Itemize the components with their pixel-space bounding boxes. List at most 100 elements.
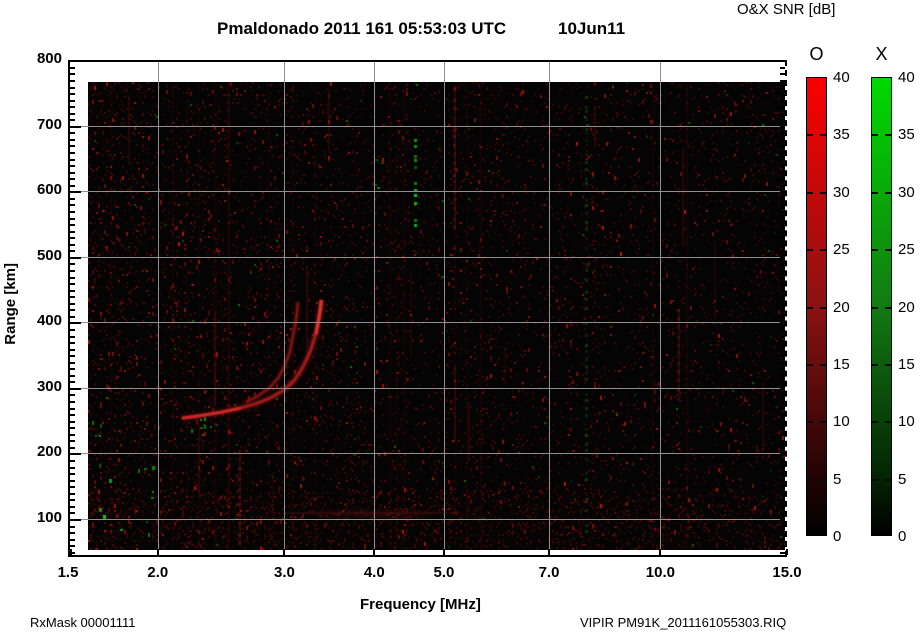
axis-tick <box>780 86 785 89</box>
axis-tick <box>780 532 785 535</box>
y-tick-label: 200 <box>36 443 62 461</box>
y-tick-label: 400 <box>36 312 62 330</box>
axis-tick <box>780 499 785 502</box>
axis-tick <box>70 492 75 495</box>
axis-tick <box>780 355 785 358</box>
axis-tick <box>70 178 75 181</box>
axis-tick <box>70 119 75 122</box>
axis-tick <box>70 237 75 240</box>
gridline-horizontal <box>70 256 785 258</box>
colorbar-tick-mark <box>807 421 826 424</box>
axis-tick <box>70 112 75 115</box>
gridline-horizontal <box>70 519 785 520</box>
axis-tick <box>70 387 81 390</box>
axis-tick <box>780 106 785 109</box>
axis-tick <box>780 551 785 554</box>
axis-tick <box>780 361 785 364</box>
axis-tick <box>70 446 75 449</box>
axis-tick <box>70 99 75 102</box>
axis-tick <box>780 243 785 246</box>
plot-frame <box>68 60 788 557</box>
axis-tick <box>70 453 81 456</box>
colorbar-tick-mark <box>807 249 826 252</box>
axis-tick <box>780 512 785 515</box>
gridline-horizontal <box>70 322 785 324</box>
axis-tick <box>780 342 785 345</box>
axis-tick <box>70 407 75 410</box>
colorbar-tick-mark <box>807 306 826 309</box>
axis-tick <box>780 119 785 122</box>
axis-tick <box>780 525 785 528</box>
axis-tick <box>70 197 75 200</box>
colorbar-x-bar <box>871 77 892 536</box>
axis-tick <box>780 145 785 148</box>
axis-tick <box>70 184 75 187</box>
colorbar-tick-mark <box>872 249 891 252</box>
axis-tick <box>780 374 785 377</box>
axis-tick <box>780 93 785 96</box>
axis-tick <box>780 453 785 456</box>
axis-tick <box>70 263 75 266</box>
axis-tick <box>70 460 75 463</box>
colorbar-tick-label: 20 <box>898 298 915 316</box>
axis-tick <box>70 269 75 272</box>
gridline-horizontal <box>70 453 785 455</box>
axis-tick <box>70 309 75 312</box>
axis-tick <box>780 197 785 200</box>
axis-tick <box>70 224 75 227</box>
axis-tick <box>780 466 785 469</box>
axis-tick <box>70 427 75 430</box>
axis-tick <box>780 230 785 233</box>
axis-tick <box>70 86 75 89</box>
colorbar-tick-label: 25 <box>898 241 915 259</box>
colorbar-tick-mark <box>872 421 891 424</box>
axis-tick <box>780 191 785 194</box>
axis-tick <box>780 211 785 213</box>
colorbar-tick-label: 30 <box>898 183 915 201</box>
axis-tick <box>780 73 785 76</box>
colorbar-tick-label: 5 <box>898 470 907 488</box>
gridline-horizontal <box>70 125 785 127</box>
axis-tick <box>70 549 72 555</box>
axis-tick <box>780 433 785 436</box>
axis-tick <box>780 492 785 495</box>
axis-tick <box>70 145 75 148</box>
axis-tick <box>70 73 75 76</box>
gridline-vertical <box>443 62 445 555</box>
axis-tick <box>70 125 81 128</box>
axis-tick <box>70 158 75 161</box>
axis-tick <box>70 79 75 82</box>
axis-tick <box>780 204 785 207</box>
axis-tick <box>70 440 75 443</box>
axis-tick <box>70 230 75 233</box>
axis-tick <box>70 414 75 417</box>
axis-tick <box>70 335 75 338</box>
axis-tick <box>70 420 75 423</box>
gridline-vertical <box>284 62 286 555</box>
axis-tick <box>70 256 81 259</box>
x-tick-label: 5.0 <box>433 564 455 581</box>
gridline-horizontal <box>70 387 785 389</box>
axis-tick <box>780 184 785 187</box>
y-tick-label: 500 <box>36 246 62 264</box>
axis-tick <box>70 401 75 404</box>
axis-tick <box>70 204 75 207</box>
colorbar-tick-mark <box>807 363 826 366</box>
axis-tick <box>70 250 75 253</box>
colorbar-tick-label: 30 <box>833 183 850 201</box>
axis-tick <box>70 551 75 554</box>
axis-tick <box>780 158 785 161</box>
axis-tick <box>780 171 785 174</box>
y-tick-label: 600 <box>36 181 62 199</box>
x-axis-label: Frequency [MHz] <box>360 596 481 613</box>
axis-tick <box>780 302 785 305</box>
axis-tick <box>780 427 785 430</box>
axis-tick <box>780 112 785 115</box>
axis-tick <box>780 460 785 463</box>
axis-tick <box>780 401 785 404</box>
axis-tick <box>780 217 785 220</box>
x-tick-label: 3.0 <box>274 564 295 581</box>
x-tick-label: 10.0 <box>645 564 675 581</box>
y-tick-label: 300 <box>36 377 62 395</box>
